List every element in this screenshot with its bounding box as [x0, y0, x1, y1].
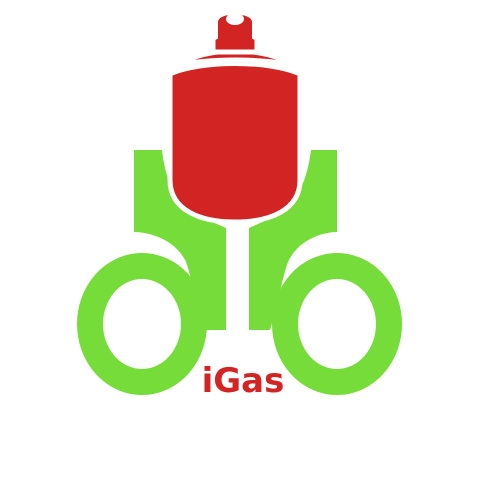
gas-canister-icon [167, 13, 303, 332]
left-bracket-icon [134, 150, 226, 330]
right-bracket-icon [249, 150, 337, 330]
left-ring-icon [77, 253, 207, 395]
right-ring-icon [272, 253, 402, 395]
brand-name: iGas [202, 361, 285, 401]
